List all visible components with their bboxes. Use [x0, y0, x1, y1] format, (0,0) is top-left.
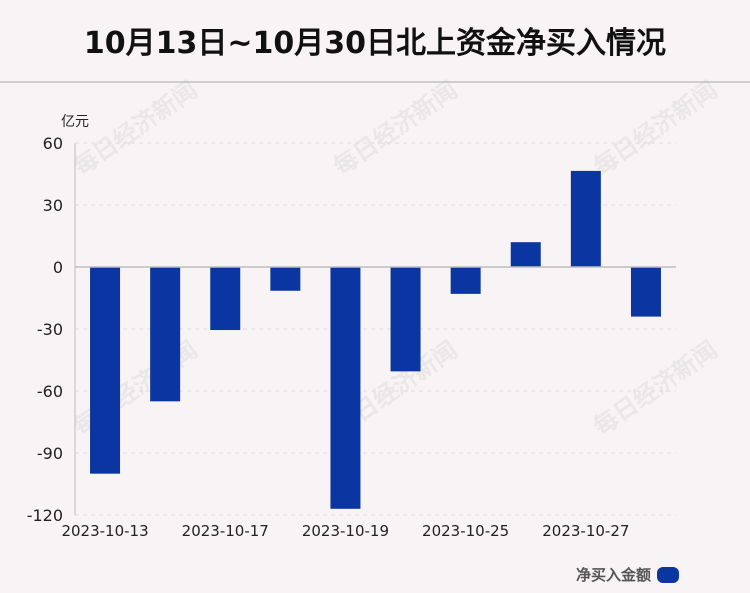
bar: [270, 267, 301, 291]
title-divider: [0, 81, 750, 83]
y-tick-label: -120: [27, 506, 63, 525]
y-tick-label: 0: [53, 258, 63, 277]
bar: [330, 267, 361, 509]
bar: [510, 242, 541, 267]
legend: 净买入金额: [576, 564, 680, 585]
x-tick-label: 2023-10-17: [182, 522, 269, 540]
bar: [570, 170, 601, 267]
x-tick-label: 2023-10-19: [302, 522, 389, 540]
legend-swatch: [657, 566, 680, 583]
y-tick-label: -30: [37, 320, 63, 339]
watermark-text: 每日经济新闻: [68, 336, 202, 442]
watermark-text: 每日经济新闻: [588, 336, 722, 442]
legend-label: 净买入金额: [576, 566, 652, 584]
x-axis: 2023-10-13 2023-10-17 2023-10-19 2023-10-25…: [61, 266, 676, 540]
bar: [630, 267, 661, 317]
bar: [90, 267, 121, 474]
x-tick-label: 2023-10-13: [61, 522, 148, 540]
y-unit-label: 亿元: [61, 114, 89, 130]
y-axis: 60 30 0 -30 -60 -90 -120 亿元: [27, 114, 89, 525]
bar: [210, 267, 241, 331]
bar: [450, 267, 481, 294]
watermark-text: 每日经济新闻: [588, 76, 722, 182]
x-tick-label: 2023-10-25: [422, 522, 509, 540]
bar: [390, 267, 421, 372]
y-tick-label: -90: [37, 444, 63, 463]
chart-title: 10月13日~10月30日北上资金净买入情况: [83, 26, 667, 61]
y-tick-label: -60: [37, 382, 63, 401]
y-tick-label: 30: [43, 196, 63, 215]
watermark-text: 每日经济新闻: [328, 76, 462, 182]
y-tick-label: 60: [43, 134, 63, 153]
bar: [150, 267, 181, 402]
bars: [90, 170, 661, 509]
x-tick-label: 2023-10-27: [542, 522, 629, 540]
